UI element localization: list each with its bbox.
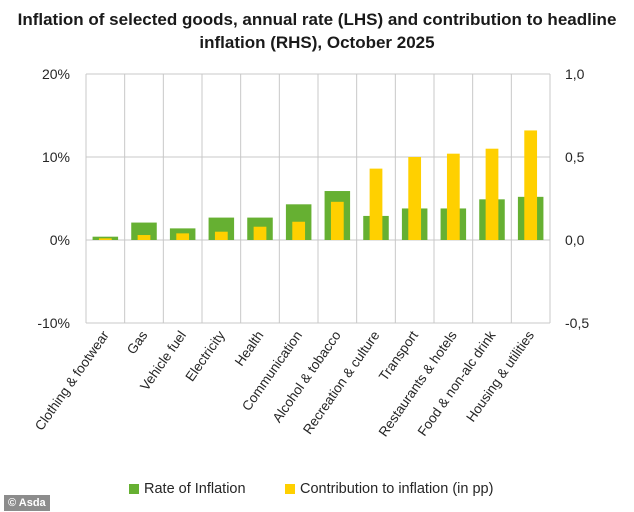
- right-axis-ticks: 1,0 0,5 0,0 -0,5: [565, 66, 589, 331]
- left-axis-tick-label: -10%: [37, 315, 70, 331]
- bar-contribution: [176, 233, 190, 240]
- category-label: Clothing & footwear: [32, 328, 112, 434]
- bar-contribution: [485, 148, 499, 240]
- right-axis-tick-label: 0,5: [565, 149, 585, 165]
- bar-contribution: [330, 201, 344, 240]
- category-label: Recreation & culture: [300, 328, 382, 437]
- bar-contribution: [408, 157, 422, 240]
- bar-contribution: [98, 238, 112, 240]
- bars: [92, 130, 544, 240]
- bar-contribution: [446, 153, 460, 240]
- legend-swatch-contribution: [285, 484, 295, 494]
- copyright-watermark: © Asda: [4, 495, 50, 511]
- category-label: Housing & utilities: [463, 328, 537, 425]
- bar-contribution: [292, 221, 306, 240]
- chart-title: Inflation of selected goods, annual rate…: [17, 10, 617, 52]
- right-axis-tick-label: 0,0: [565, 232, 585, 248]
- legend: Rate of Inflation Contribution to inflat…: [0, 481, 634, 505]
- bar-contribution: [214, 231, 228, 240]
- legend-item-contribution: Contribution to inflation (in pp): [285, 481, 493, 497]
- legend-swatch-rate: [129, 484, 139, 494]
- bar-contribution: [137, 235, 151, 240]
- category-label: Electricity: [182, 328, 228, 384]
- bar-contribution: [253, 226, 267, 240]
- left-axis-tick-label: 0%: [50, 232, 70, 248]
- right-axis-tick-label: 1,0: [565, 66, 585, 82]
- right-axis-tick-label: -0,5: [565, 315, 589, 331]
- chart: 20% 10% 0% -10% 1,0 0,5 0,0 -0,5 Clothing & fo…: [32, 66, 589, 440]
- bar-contribution: [369, 168, 383, 240]
- gridlines: [85, 73, 551, 324]
- legend-label-contribution: Contribution to inflation (in pp): [300, 481, 494, 497]
- category-label: Health: [232, 328, 267, 369]
- left-axis-tick-label: 20%: [42, 66, 70, 82]
- left-axis-ticks: 20% 10% 0% -10%: [37, 66, 70, 331]
- category-label: Gas: [124, 328, 151, 357]
- legend-item-rate: Rate of Inflation: [129, 481, 246, 497]
- bar-contribution: [524, 130, 538, 240]
- left-axis-tick-label: 10%: [42, 149, 70, 165]
- category-label: Alcohol & tobacco: [270, 328, 344, 425]
- legend-label-rate: Rate of Inflation: [144, 481, 246, 497]
